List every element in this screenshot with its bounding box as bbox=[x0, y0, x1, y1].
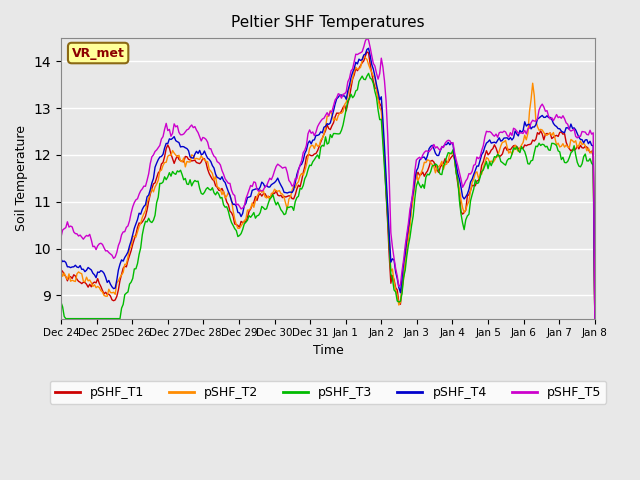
pSHF_T3 bbox=[62, 316, 70, 322]
pSHF_T5 bbox=[363, 35, 371, 41]
pSHF_T5 bbox=[63, 219, 71, 225]
pSHF_T1 bbox=[63, 278, 71, 284]
pSHF_T3 bbox=[218, 194, 226, 200]
pSHF_T4 bbox=[365, 46, 372, 51]
pSHF_T1 bbox=[57, 267, 65, 273]
pSHF_T4 bbox=[356, 58, 364, 63]
pSHF_T3 bbox=[57, 300, 65, 305]
pSHF_T4 bbox=[502, 135, 509, 141]
pSHF_T1 bbox=[591, 316, 598, 322]
pSHF_T4 bbox=[175, 140, 183, 145]
pSHF_T2 bbox=[591, 316, 598, 322]
pSHF_T1 bbox=[502, 144, 509, 150]
pSHF_T2 bbox=[63, 276, 71, 282]
pSHF_T2 bbox=[175, 152, 183, 158]
pSHF_T5 bbox=[57, 234, 65, 240]
Title: Peltier SHF Temperatures: Peltier SHF Temperatures bbox=[231, 15, 425, 30]
pSHF_T2 bbox=[57, 268, 65, 274]
pSHF_T5 bbox=[356, 50, 364, 56]
Text: VR_met: VR_met bbox=[72, 47, 125, 60]
pSHF_T1 bbox=[495, 154, 503, 160]
pSHF_T5 bbox=[502, 129, 509, 135]
Line: pSHF_T5: pSHF_T5 bbox=[61, 38, 595, 319]
pSHF_T4 bbox=[591, 316, 598, 322]
Legend: pSHF_T1, pSHF_T2, pSHF_T3, pSHF_T4, pSHF_T5: pSHF_T1, pSHF_T2, pSHF_T3, pSHF_T4, pSHF… bbox=[50, 381, 606, 404]
pSHF_T3 bbox=[503, 157, 511, 163]
pSHF_T4 bbox=[63, 264, 71, 270]
pSHF_T2 bbox=[356, 64, 364, 70]
pSHF_T3 bbox=[497, 158, 505, 164]
pSHF_T2 bbox=[360, 53, 367, 59]
pSHF_T3 bbox=[358, 73, 366, 79]
Y-axis label: Soil Temperature: Soil Temperature bbox=[15, 125, 28, 231]
pSHF_T5 bbox=[216, 162, 224, 168]
pSHF_T3 bbox=[591, 316, 598, 322]
pSHF_T2 bbox=[216, 186, 224, 192]
pSHF_T5 bbox=[495, 130, 503, 136]
pSHF_T4 bbox=[495, 135, 503, 141]
Line: pSHF_T3: pSHF_T3 bbox=[61, 73, 595, 319]
pSHF_T5 bbox=[591, 316, 598, 322]
pSHF_T3 bbox=[365, 71, 372, 76]
pSHF_T3 bbox=[65, 316, 73, 322]
pSHF_T4 bbox=[57, 256, 65, 262]
pSHF_T2 bbox=[502, 138, 509, 144]
pSHF_T1 bbox=[175, 156, 183, 162]
Line: pSHF_T4: pSHF_T4 bbox=[61, 48, 595, 319]
pSHF_T4 bbox=[216, 177, 224, 182]
pSHF_T1 bbox=[216, 188, 224, 193]
Line: pSHF_T1: pSHF_T1 bbox=[61, 52, 595, 319]
Line: pSHF_T2: pSHF_T2 bbox=[61, 56, 595, 319]
pSHF_T3 bbox=[177, 168, 184, 173]
pSHF_T5 bbox=[175, 130, 183, 135]
pSHF_T1 bbox=[363, 49, 371, 55]
pSHF_T2 bbox=[495, 148, 503, 154]
pSHF_T1 bbox=[356, 63, 364, 69]
X-axis label: Time: Time bbox=[312, 344, 343, 357]
